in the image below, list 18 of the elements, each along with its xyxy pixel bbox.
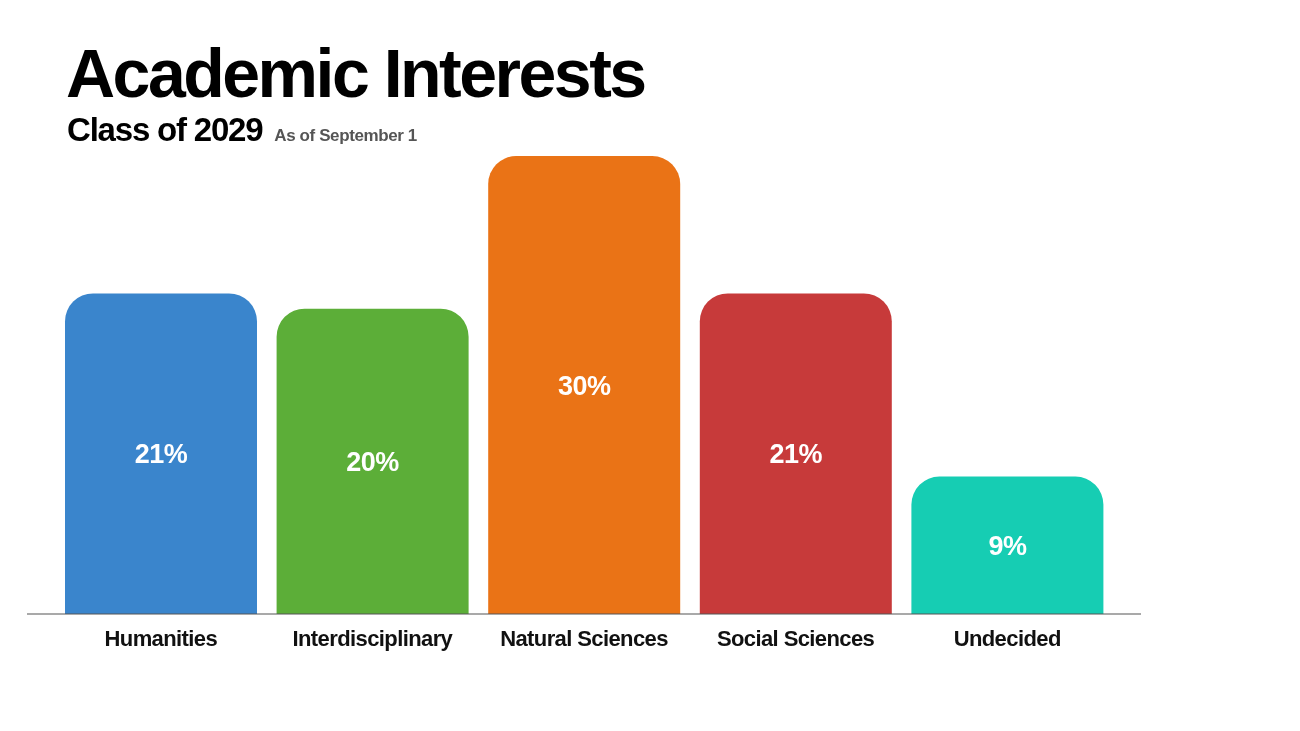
x-tick-label: Interdisciplinary — [292, 625, 454, 651]
bar — [911, 476, 1104, 614]
data-label: 9% — [988, 530, 1027, 561]
text: As of September 1 — [274, 126, 417, 145]
chart-subtitle: Class of 2029 — [67, 111, 263, 148]
chart-title: Academic Interests — [66, 35, 645, 111]
x-tick-label: Natural Sciences — [500, 625, 669, 651]
x-tick-label: Undecided — [953, 625, 1061, 651]
x-tick-label: Social Sciences — [716, 625, 875, 651]
data-label: 20% — [346, 446, 400, 477]
bar — [699, 293, 892, 614]
data-label: 21% — [769, 439, 823, 470]
data-label: 21% — [134, 439, 188, 470]
bar — [65, 293, 257, 614]
bar — [276, 308, 469, 614]
data-label: 30% — [557, 370, 611, 401]
bar — [488, 156, 681, 614]
x-tick-label: Humanities — [104, 625, 218, 651]
